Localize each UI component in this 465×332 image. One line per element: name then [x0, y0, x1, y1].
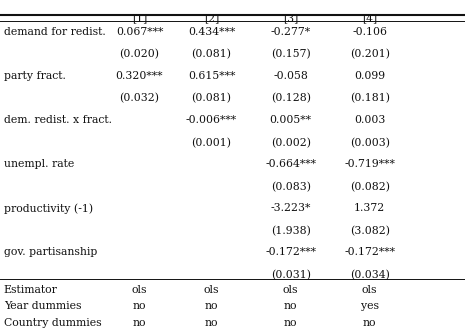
Text: (0.003): (0.003): [350, 137, 390, 148]
Text: (0.002): (0.002): [271, 137, 311, 148]
Text: no: no: [133, 301, 146, 311]
Text: ols: ols: [204, 285, 219, 294]
Text: demand for redist.: demand for redist.: [4, 27, 106, 37]
Text: [2]: [2]: [204, 13, 219, 23]
Text: no: no: [205, 318, 219, 328]
Text: productivity (-1): productivity (-1): [4, 203, 93, 214]
Text: (0.128): (0.128): [271, 93, 311, 104]
Text: -0.058: -0.058: [273, 71, 308, 81]
Text: -0.172***: -0.172***: [344, 247, 395, 257]
Text: (0.081): (0.081): [192, 93, 232, 104]
Text: -3.223*: -3.223*: [271, 203, 311, 213]
Text: (0.157): (0.157): [271, 49, 311, 59]
Text: unempl. rate: unempl. rate: [4, 159, 74, 169]
Text: ols: ols: [132, 285, 147, 294]
Text: -0.664***: -0.664***: [265, 159, 316, 169]
Text: Year dummies: Year dummies: [4, 301, 81, 311]
Text: no: no: [284, 301, 298, 311]
Text: -0.719***: -0.719***: [344, 159, 395, 169]
Text: (0.034): (0.034): [350, 270, 390, 280]
Text: (0.083): (0.083): [271, 182, 311, 192]
Text: -0.006***: -0.006***: [186, 115, 237, 125]
Text: (3.082): (3.082): [350, 226, 390, 236]
Text: (1.938): (1.938): [271, 226, 311, 236]
Text: (0.001): (0.001): [192, 137, 232, 148]
Text: no: no: [133, 318, 146, 328]
Text: no: no: [363, 318, 377, 328]
Text: 0.003: 0.003: [354, 115, 385, 125]
Text: [3]: [3]: [283, 13, 298, 23]
Text: (0.082): (0.082): [350, 182, 390, 192]
Text: dem. redist. x fract.: dem. redist. x fract.: [4, 115, 112, 125]
Text: Estimator: Estimator: [4, 285, 58, 294]
Text: 0.099: 0.099: [354, 71, 385, 81]
Text: gov. partisanship: gov. partisanship: [4, 247, 97, 257]
Text: 0.615***: 0.615***: [188, 71, 235, 81]
Text: 0.005**: 0.005**: [270, 115, 312, 125]
Text: (0.201): (0.201): [350, 49, 390, 59]
Text: ols: ols: [362, 285, 378, 294]
Text: 0.067***: 0.067***: [116, 27, 163, 37]
Text: -0.172***: -0.172***: [265, 247, 316, 257]
Text: 0.320***: 0.320***: [116, 71, 163, 81]
Text: Country dummies: Country dummies: [4, 318, 101, 328]
Text: (0.081): (0.081): [192, 49, 232, 59]
Text: 0.434***: 0.434***: [188, 27, 235, 37]
Text: [1]: [1]: [132, 13, 147, 23]
Text: (0.020): (0.020): [120, 49, 159, 59]
Text: 1.372: 1.372: [354, 203, 385, 213]
Text: -0.277*: -0.277*: [271, 27, 311, 37]
Text: no: no: [205, 301, 219, 311]
Text: no: no: [284, 318, 298, 328]
Text: [4]: [4]: [362, 13, 377, 23]
Text: yes: yes: [361, 301, 379, 311]
Text: ols: ols: [283, 285, 299, 294]
Text: (0.031): (0.031): [271, 270, 311, 280]
Text: -0.106: -0.106: [352, 27, 387, 37]
Text: party fract.: party fract.: [4, 71, 66, 81]
Text: (0.181): (0.181): [350, 93, 390, 104]
Text: (0.032): (0.032): [120, 93, 159, 104]
